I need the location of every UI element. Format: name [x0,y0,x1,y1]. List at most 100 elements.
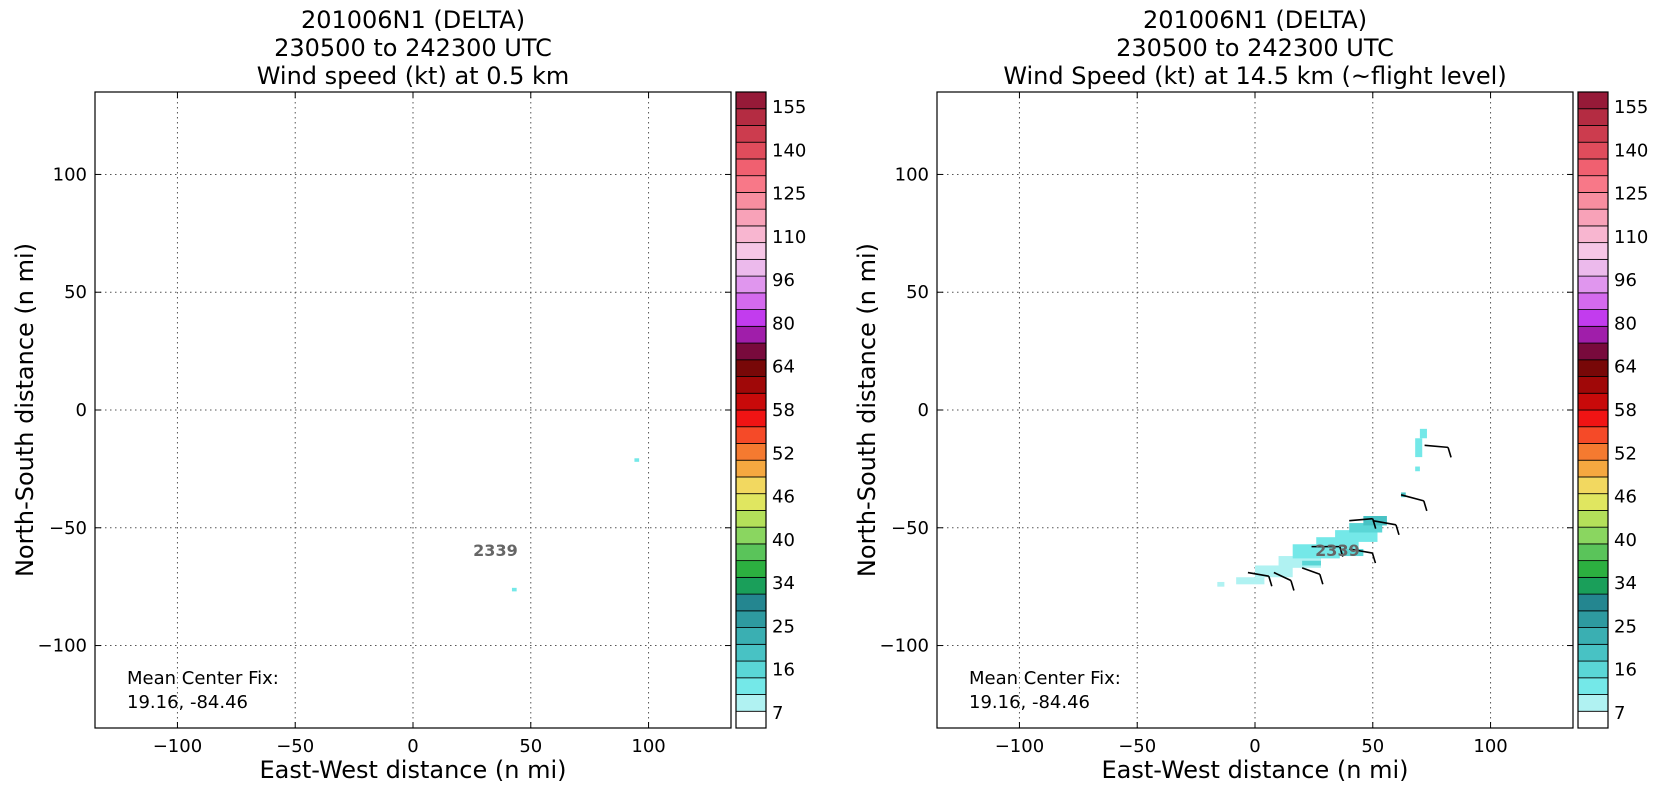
colorbar-segment [1577,175,1609,193]
y-tick-label: −100 [880,636,929,657]
colorbar-segment [735,91,767,110]
y-tick-label: −100 [38,636,87,657]
wind-cell [1236,577,1265,585]
colorbar-tick-label: 125 [772,184,806,205]
chart-title-line: 230500 to 242300 UTC [274,34,552,62]
colorbar-segment [1577,476,1609,495]
colorbar-tick-label: 52 [1614,443,1637,464]
colorbar-tick-label: 58 [772,400,795,421]
colorbar-segment [735,175,767,193]
colorbar-segment [735,643,767,662]
colorbar-segment [1577,610,1609,628]
colorbar-tick-label: 155 [1614,97,1648,118]
colorbar-segment [735,710,767,729]
x-tick-label: 100 [1473,736,1507,757]
colorbar-segment [1577,543,1609,562]
x-tick-label: −100 [153,736,202,757]
colorbar-segment [735,677,767,695]
colorbar-frame [735,91,767,729]
chart-title-line: Wind speed (kt) at 0.5 km [257,62,570,90]
colorbar-tick-label: 52 [772,443,795,464]
colorbar-tick-label: 40 [1614,530,1637,551]
colorbar-segment [735,392,767,411]
colorbar-segment [1577,208,1609,227]
colorbar-segment [735,426,767,444]
y-axis-label: North-South distance (n mi) [853,243,881,577]
wind-barb-staff [1424,444,1449,449]
colorbar-segment [735,342,767,361]
colorbar-segment [735,242,767,260]
colorbar-segment [1577,710,1609,729]
x-tick-label: 50 [519,736,542,757]
colorbar-segment [1577,242,1609,260]
colorbar-tick-label: 155 [772,97,806,118]
wind-barb-flag [1423,500,1428,512]
x-axis-label: East-West distance (n mi) [259,756,566,784]
chart-title-line: 201006N1 (DELTA) [301,6,525,34]
colorbar-segment [1577,510,1609,528]
wind-cell [1415,466,1420,472]
wind-barb-staff [1400,494,1425,502]
mean-center-fix-label: Mean Center Fix: [127,668,279,689]
colorbar-segment [1577,359,1609,377]
colorbar-segment [735,325,767,344]
colorbar-segment [1577,275,1609,294]
wind-barb-flag [1290,580,1295,591]
mean-center-fix-value: 19.16, -84.46 [127,692,248,713]
wind-cell [1339,548,1364,557]
colorbar-segment [1577,459,1609,478]
y-axis-label: North-South distance (n mi) [11,243,39,577]
wind-barb-staff [1372,519,1397,526]
wind-cell [1419,428,1427,439]
colorbar-segment [735,443,767,461]
colorbar-segment [735,141,767,160]
colorbar-tick-label: 34 [772,573,795,594]
chart-title-line: Wind Speed (kt) at 14.5 km (~flight leve… [1003,62,1506,90]
colorbar-tick-label: 34 [1614,573,1637,594]
colorbar-tick-label: 25 [772,616,795,637]
colorbar-segment [1577,409,1609,428]
left-panel: 201006N1 (DELTA)230500 to 242300 UTCWind… [11,6,806,784]
colorbar-segment [1577,576,1609,595]
colorbar-segment [735,526,767,545]
x-tick-label: 0 [407,736,418,757]
colorbar-segment [735,543,767,562]
wind-cell [1255,565,1293,578]
y-tick-label: 0 [76,400,87,421]
colorbar-segment [735,208,767,227]
x-tick-label: 50 [1361,736,1384,757]
colorbar-tick-label: 96 [1614,270,1637,291]
mean-center-fix-label: Mean Center Fix: [969,668,1121,689]
colorbar-segment [1577,627,1609,645]
wind-barb-flag [1339,546,1344,557]
colorbar-tick-label: 16 [1614,660,1637,681]
colorbar-segment [1577,660,1609,679]
wind-cell [1335,530,1378,542]
colorbar-tick-label: 110 [1614,227,1648,248]
x-tick-label: 0 [1249,736,1260,757]
colorbar-tick-label: 7 [1614,703,1625,724]
colorbar-segment [735,258,767,277]
colorbar-segment [1577,258,1609,277]
colorbar-segment [1577,192,1609,210]
colorbar-segment [735,125,767,143]
colorbar-segment [1577,309,1609,327]
wind-barb-staff [1273,571,1292,582]
wind-barb-staff [1301,567,1321,576]
colorbar-tick-label: 40 [772,530,795,551]
wind-barb-staff [1349,548,1373,554]
wind-cell [511,587,517,592]
colorbar-tick-label: 80 [772,313,795,334]
y-tick-label: −50 [891,518,929,539]
colorbar-tick-label: 16 [772,660,795,681]
colorbar-tick-label: 46 [1614,487,1637,508]
colorbar-segment [1577,225,1609,244]
colorbar-tick-label: 110 [772,227,806,248]
wind-cell [1302,560,1321,566]
right-panel: 201006N1 (DELTA)230500 to 242300 UTCWind… [853,6,1648,784]
colorbar-segment [735,510,767,528]
colorbar-segment [1577,108,1609,126]
x-tick-label: −50 [276,736,314,757]
wind-cell [1415,438,1423,458]
